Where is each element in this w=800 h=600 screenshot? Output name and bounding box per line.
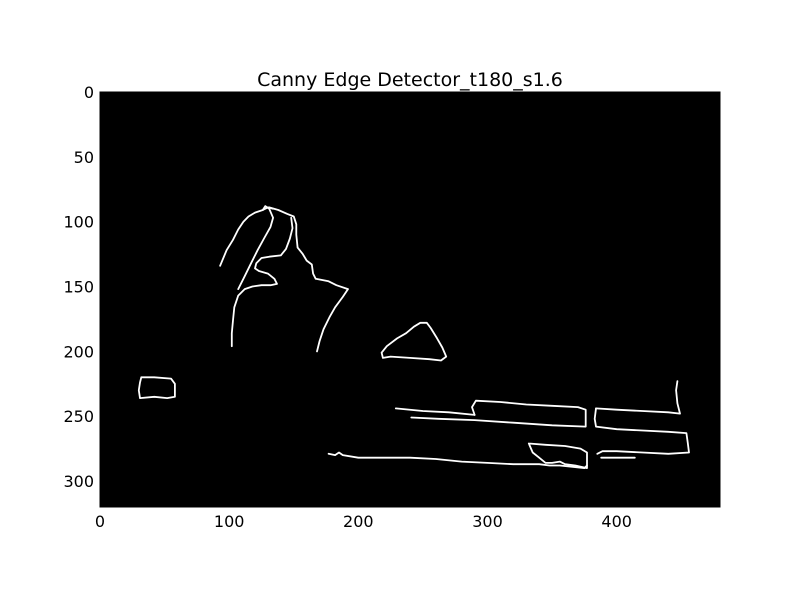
y-axis: 0 50 100 150 200 250 300 bbox=[63, 83, 106, 491]
edge-bar-right-top bbox=[595, 380, 681, 415]
y-tick-label: 250 bbox=[63, 407, 94, 426]
edge-bottom-loop bbox=[527, 442, 588, 470]
chart-title: Canny Edge Detector_t180_s1.6 bbox=[257, 69, 563, 91]
x-tick-label: 100 bbox=[214, 512, 245, 531]
x-tick-label: 200 bbox=[343, 512, 374, 531]
edge-triangle bbox=[380, 321, 448, 362]
edge-map bbox=[137, 205, 690, 470]
image-area bbox=[100, 92, 720, 507]
edge-left-inner bbox=[237, 205, 275, 291]
y-tick-label: 150 bbox=[63, 278, 94, 297]
edge-small-rectangle bbox=[137, 376, 176, 400]
y-tick-label: 50 bbox=[74, 148, 94, 167]
edge-bottom-line bbox=[327, 451, 588, 470]
edge-lower-wedge bbox=[230, 216, 294, 348]
edge-bar-upper-left bbox=[394, 407, 476, 416]
x-tick-label: 400 bbox=[601, 512, 632, 531]
x-tick-label: 300 bbox=[472, 512, 503, 531]
edge-bar-right-mid bbox=[593, 407, 690, 455]
plot-frame bbox=[99, 91, 721, 508]
edge-left-arc bbox=[219, 206, 275, 267]
x-axis: 0 100 200 300 400 bbox=[95, 501, 632, 531]
edge-bar-upper-right bbox=[410, 399, 587, 428]
y-tick-label: 300 bbox=[63, 472, 94, 491]
x-tick-label: 0 bbox=[95, 512, 105, 531]
y-tick-label: 100 bbox=[63, 213, 94, 232]
y-tick-label: 0 bbox=[84, 83, 94, 102]
y-tick-label: 200 bbox=[63, 342, 94, 361]
edge-top-right-contour bbox=[268, 206, 349, 353]
